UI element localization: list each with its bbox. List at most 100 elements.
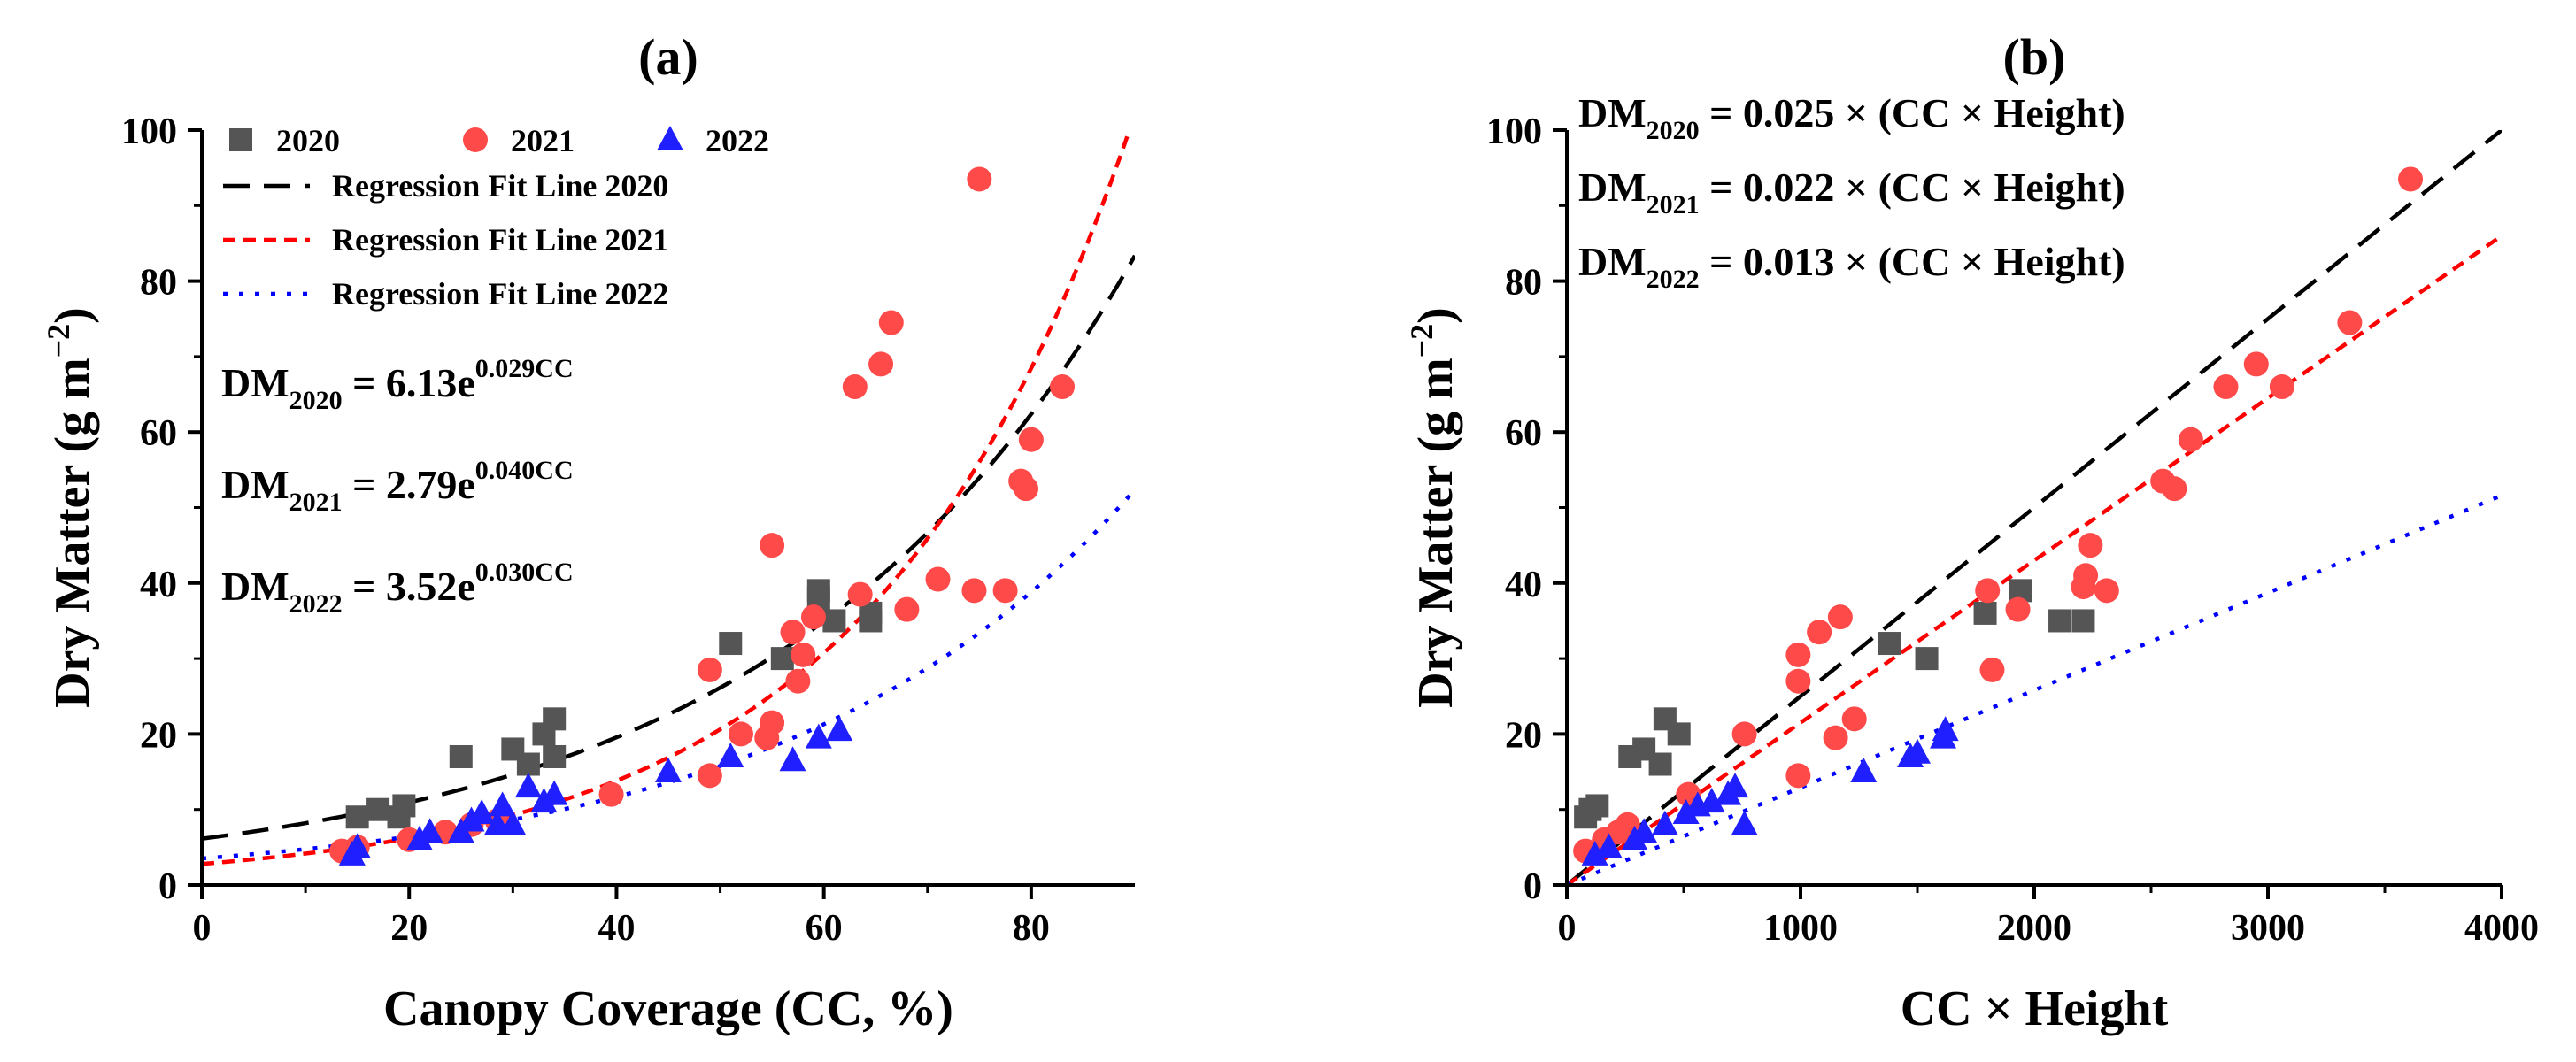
fit-line-2022: [202, 488, 1135, 861]
series-2020: [345, 579, 883, 829]
fit-line-2020: [1567, 130, 2502, 885]
x-tick-label: 0: [193, 908, 212, 949]
point-2020: [1915, 647, 1939, 671]
point-2021: [2269, 374, 2294, 400]
point-2021: [868, 351, 894, 377]
x-tick-label: 60: [806, 908, 843, 949]
point-2021: [791, 642, 816, 667]
equation-rhs: = 3.52e: [343, 564, 475, 609]
regression-equations: DM2020 = 6.13e0.029CC DM2021 = 2.79e0.040…: [221, 354, 574, 619]
regression-equations: DM2020 = 0.025 × (CC × Height)DM2021 = 0…: [1578, 90, 2125, 294]
equation-subscript: 2021: [1647, 190, 1700, 219]
point-2020: [719, 632, 743, 656]
x-axis-title: CC × Height: [1901, 981, 2169, 1036]
point-2022: [343, 833, 371, 858]
point-2022: [1722, 773, 1749, 798]
equation-lhs: DM: [221, 360, 289, 405]
point-2021: [1975, 578, 2001, 604]
point-2022: [1698, 788, 1725, 813]
point-2020: [2071, 609, 2095, 633]
series-2021: [1573, 166, 2424, 864]
point-2022: [1904, 738, 1931, 764]
y-tick-label: 20: [140, 715, 177, 756]
equation-subscript: 2022: [1647, 265, 1700, 294]
equation-rhs: = 2.79e: [343, 462, 475, 507]
equation-subscript: 2020: [1647, 116, 1700, 145]
y-axis-title-exponent: −2: [1404, 324, 1439, 358]
equation-2020: DM2020 = 6.13e0.029CC: [221, 354, 574, 415]
point-2021: [1050, 374, 1076, 400]
point-2020: [449, 744, 473, 768]
x-tick-label: 20: [390, 908, 428, 949]
point-2022: [1651, 810, 1678, 835]
point-2020: [543, 707, 567, 731]
point-2021: [697, 763, 722, 789]
y-axis-title-end: ): [1408, 307, 1463, 324]
legend-line-label: Regression Fit Line 2022: [332, 276, 668, 312]
point-2021: [760, 710, 785, 735]
point-2021: [2094, 578, 2119, 604]
y-tick-label: 100: [121, 112, 177, 152]
x-tick-label: 3000: [2231, 908, 2305, 949]
point-2021: [2162, 476, 2187, 502]
point-2022: [1672, 798, 1700, 824]
point-2020: [1878, 632, 1901, 656]
panel-b-dry-matter-vs-cc-height: 0 1000 2000 3000 4000 0 20 40 60 80 100 CC × Height…: [1404, 28, 2539, 1036]
equation-lhs: DM: [1578, 90, 1647, 135]
fit-line-2022: [1567, 493, 2502, 885]
point-2022: [416, 818, 443, 843]
point-2021: [1807, 620, 1832, 645]
point-2021: [785, 668, 811, 694]
point-2021: [2178, 427, 2203, 452]
panel-a-dry-matter-vs-canopy-coverage: 0 20 40 60 80 0 20 40 60 80 100 Canopy Coverage (CC…: [41, 28, 1135, 1036]
point-2020: [1585, 794, 1609, 818]
point-2021: [992, 578, 1018, 604]
legend: 2020 2021 2022 Regression Fit Line 2020 Regr…: [223, 123, 769, 312]
axes: 0 1000 2000 3000 4000 0 20 40 60 80 100: [1486, 112, 2539, 949]
y-tick-label: 80: [1505, 263, 1542, 304]
point-2021: [1785, 763, 1811, 789]
x-tick-label: 40: [598, 908, 635, 949]
point-2021: [800, 604, 826, 630]
point-2020: [822, 609, 846, 633]
y-axis-title-exponent: −2: [41, 324, 76, 358]
y-axis-title-main: Dry Matter (g m: [45, 358, 100, 707]
fit-line-2021: [1567, 234, 2502, 885]
point-2021: [780, 620, 806, 645]
point-2020: [392, 794, 416, 818]
point-2022: [1631, 818, 1658, 843]
equation-2022: DM2022 = 0.013 × (CC × Height): [1578, 239, 2125, 294]
point-2021: [1841, 706, 1867, 732]
equation-lhs: DM: [1578, 165, 1647, 210]
x-axis-title: Canopy Coverage (CC, %): [383, 981, 953, 1036]
y-tick-label: 60: [140, 413, 177, 454]
point-2022: [541, 780, 568, 805]
y-tick-label: 80: [140, 263, 177, 304]
legend-line-label: Regression Fit Line 2020: [332, 168, 668, 204]
point-2021: [2073, 563, 2099, 589]
equation-2022: DM2022 = 3.52e0.030CC: [221, 558, 574, 619]
fit-lines: [1567, 130, 2502, 885]
equation-rhs: = 6.13e: [343, 360, 475, 405]
equation-2020: DM2020 = 0.025 × (CC × Height): [1578, 90, 2125, 145]
equation-2021: DM2021 = 2.79e0.040CC: [221, 456, 574, 517]
y-axis-title: Dry Matter (g m−2): [1404, 307, 1463, 708]
y-tick-label: 0: [158, 866, 177, 907]
point-2021: [925, 566, 951, 592]
point-2022: [499, 810, 527, 835]
fit-line-2021: [202, 130, 1132, 866]
legend-line-label: Regression Fit Line 2021: [332, 222, 668, 258]
point-2021: [1014, 476, 1039, 502]
y-tick-label: 40: [140, 565, 177, 605]
x-tick-label: 1000: [1763, 908, 1838, 949]
point-2020: [543, 744, 567, 768]
point-2021: [598, 781, 624, 807]
y-tick-label: 40: [1505, 565, 1542, 605]
x-tick-label: 2000: [1997, 908, 2071, 949]
series-2020: [1574, 579, 2095, 829]
point-2020: [1973, 601, 1997, 625]
y-tick-label: 0: [1523, 866, 1542, 907]
point-2022: [826, 716, 853, 742]
legend-label: 2021: [511, 123, 575, 158]
equation-lhs: DM: [221, 564, 289, 609]
